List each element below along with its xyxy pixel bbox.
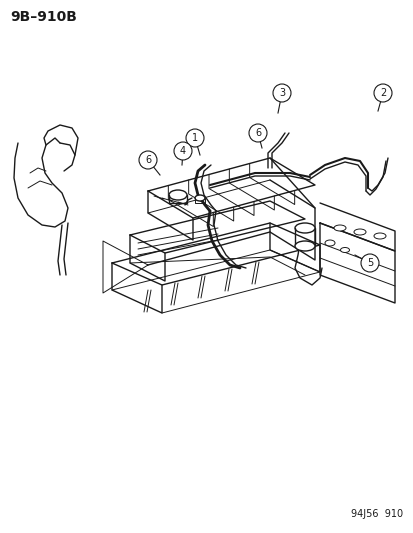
- Ellipse shape: [294, 223, 314, 233]
- Ellipse shape: [353, 229, 365, 235]
- Circle shape: [139, 151, 157, 169]
- Text: 3: 3: [278, 88, 285, 98]
- Circle shape: [373, 84, 391, 102]
- Circle shape: [173, 142, 192, 160]
- Text: 6: 6: [254, 128, 261, 138]
- Text: 2: 2: [379, 88, 385, 98]
- Text: 6: 6: [145, 155, 151, 165]
- Text: 4: 4: [180, 146, 185, 156]
- Ellipse shape: [324, 240, 334, 246]
- Ellipse shape: [333, 225, 345, 231]
- Circle shape: [248, 124, 266, 142]
- Circle shape: [272, 84, 290, 102]
- Text: 94J56  910: 94J56 910: [350, 509, 402, 519]
- Text: 5: 5: [366, 258, 372, 268]
- Ellipse shape: [294, 241, 314, 251]
- Ellipse shape: [339, 247, 349, 253]
- Ellipse shape: [169, 190, 187, 200]
- Text: 9B–910B: 9B–910B: [10, 10, 77, 24]
- Text: 1: 1: [192, 133, 197, 143]
- Circle shape: [185, 129, 204, 147]
- Ellipse shape: [195, 195, 204, 201]
- Ellipse shape: [373, 233, 385, 239]
- Circle shape: [360, 254, 378, 272]
